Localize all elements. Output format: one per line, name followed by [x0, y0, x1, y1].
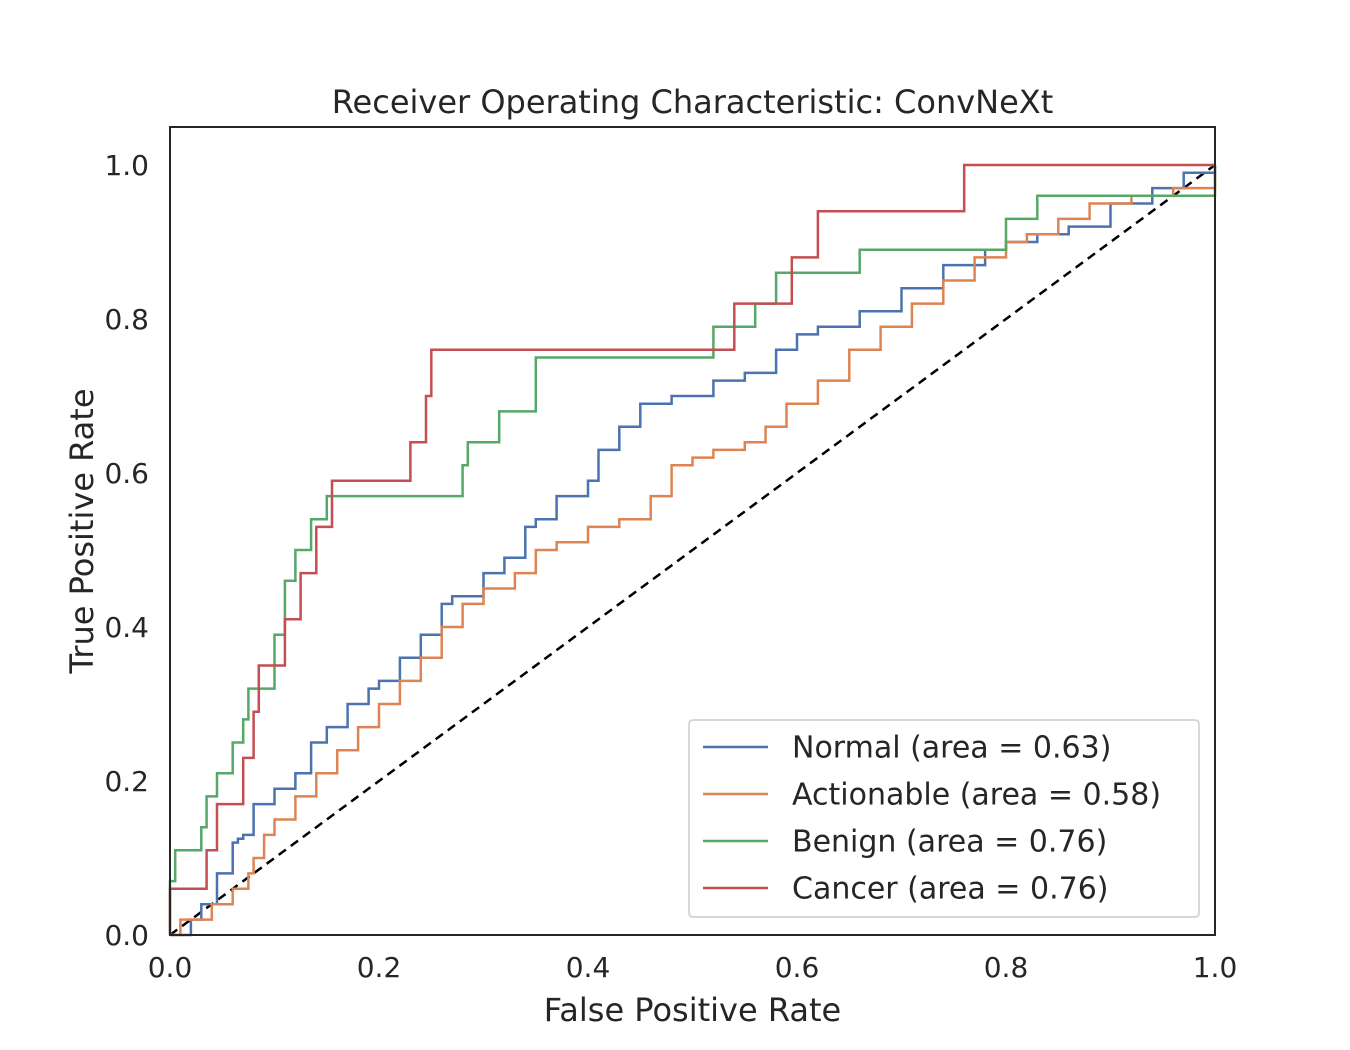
y-tick-label: 0.0 — [104, 919, 149, 952]
y-tick-label: 1.0 — [104, 149, 149, 182]
y-tick-label: 0.4 — [104, 611, 149, 644]
series-line-1 — [170, 172, 1217, 937]
x-axis-label: False Positive Rate — [544, 991, 841, 1029]
legend-label-1: Actionable (area = 0.58) — [792, 778, 1161, 813]
y-axis-ticks: 0.0 0.2 0.4 0.6 0.8 1.0 — [104, 149, 149, 952]
series-line-2 — [168, 165, 1217, 935]
series-line-3 — [168, 163, 1215, 935]
plot-area — [168, 126, 1217, 937]
legend-label-2: Benign (area = 0.76) — [792, 825, 1107, 860]
x-tick-label: 0.2 — [357, 951, 402, 984]
y-tick-label: 0.6 — [104, 457, 149, 490]
legend-label-0: Normal (area = 0.63) — [792, 731, 1111, 766]
axes-frame — [169, 126, 1216, 936]
y-tick-label: 0.2 — [104, 765, 149, 798]
chart-title: Receiver Operating Characteristic: ConvN… — [332, 83, 1054, 121]
x-tick-label: 0.0 — [148, 951, 193, 984]
legend-box — [688, 719, 1200, 918]
y-axis-label: True Positive Rate — [63, 388, 101, 674]
legend: Normal (area = 0.63) Actionable (area = 0… — [688, 719, 1200, 918]
x-tick-label: 1.0 — [1193, 951, 1238, 984]
x-axis-ticks: 0.0 0.2 0.4 0.6 0.8 1.0 — [148, 951, 1238, 984]
x-tick-label: 0.4 — [566, 951, 611, 984]
x-tick-label: 0.6 — [775, 951, 820, 984]
legend-label-3: Cancer (area = 0.76) — [792, 872, 1108, 907]
x-tick-label: 0.8 — [984, 951, 1029, 984]
diagonal-reference-line — [169, 163, 1216, 937]
series-line-0 — [170, 165, 1217, 937]
y-tick-label: 0.8 — [104, 303, 149, 336]
